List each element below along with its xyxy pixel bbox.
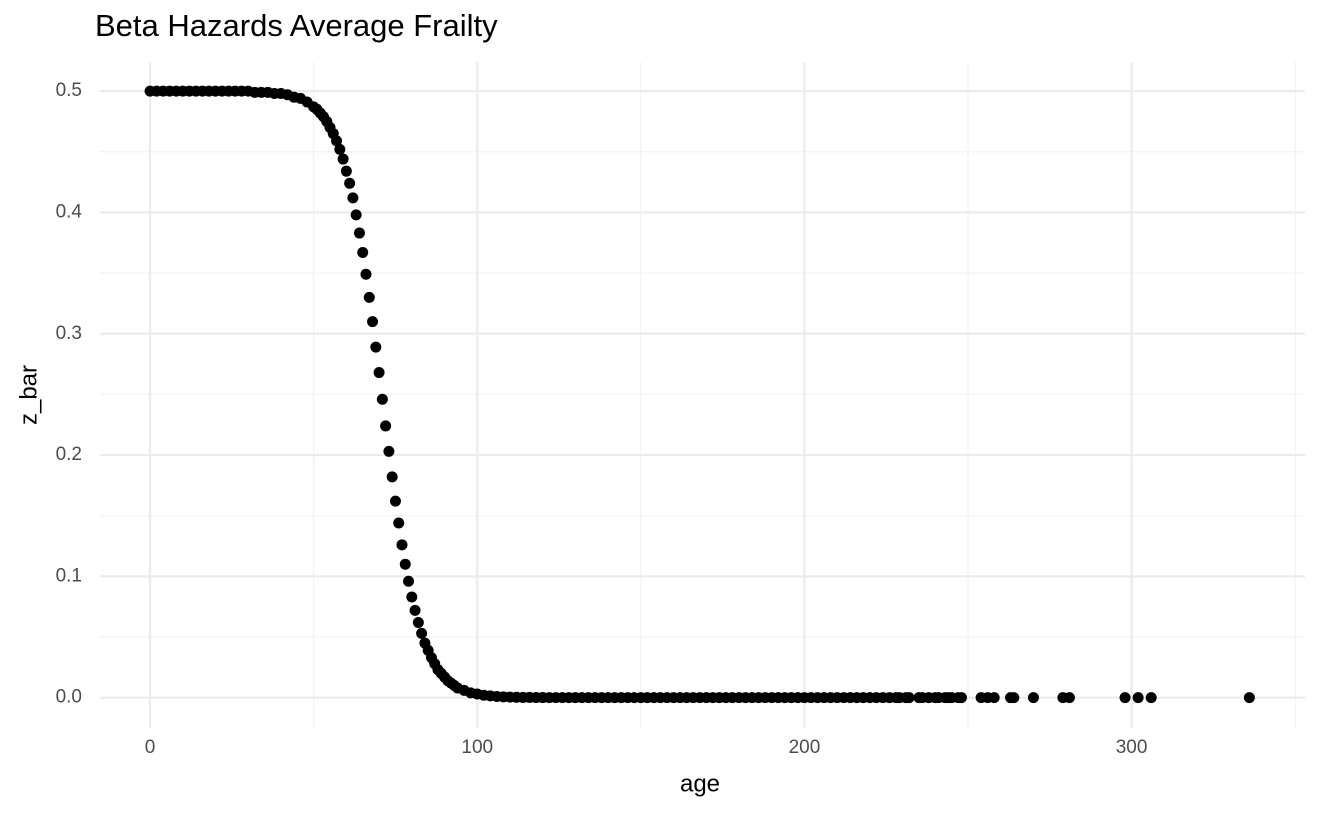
point [380, 420, 392, 432]
point [360, 268, 372, 280]
point [409, 604, 421, 616]
point [331, 135, 343, 147]
y-tick-label: 0.2 [56, 444, 82, 465]
point [393, 517, 405, 529]
point [988, 692, 1000, 704]
x-axis-title: age [680, 770, 720, 797]
point [1145, 692, 1157, 704]
point [334, 143, 346, 155]
y-tick-label: 0.4 [56, 201, 83, 222]
point [406, 591, 418, 603]
x-tick-label: 300 [1116, 737, 1148, 758]
point [903, 692, 915, 704]
point [367, 316, 379, 328]
point [1063, 692, 1075, 704]
point [389, 495, 401, 507]
x-tick-label: 200 [789, 737, 821, 758]
point [1008, 692, 1020, 704]
point [337, 153, 349, 165]
y-tick-label: 0.0 [56, 687, 82, 708]
point [373, 367, 385, 379]
point [403, 575, 415, 587]
point [1243, 692, 1255, 704]
point [396, 539, 408, 551]
point [340, 165, 352, 177]
point [399, 558, 411, 570]
point [1119, 692, 1131, 704]
point [416, 627, 428, 639]
point [347, 192, 359, 204]
y-tick-label: 0.3 [56, 323, 82, 344]
point [363, 291, 375, 303]
point [353, 227, 365, 239]
point [376, 393, 388, 405]
point [955, 692, 967, 704]
chart-title: Beta Hazards Average Frailty [95, 8, 498, 43]
y-tick-label: 0.1 [56, 565, 82, 586]
point [344, 177, 356, 189]
point [370, 341, 382, 353]
y-tick-label: 0.5 [56, 80, 82, 101]
point [357, 246, 369, 258]
x-tick-label: 0 [145, 737, 156, 758]
y-axis-title: z_bar [15, 365, 42, 425]
point [1027, 692, 1039, 704]
point [1132, 692, 1144, 704]
x-tick-label: 100 [461, 737, 493, 758]
point [350, 209, 362, 221]
point [412, 616, 424, 628]
point [383, 445, 395, 457]
point [386, 471, 398, 483]
